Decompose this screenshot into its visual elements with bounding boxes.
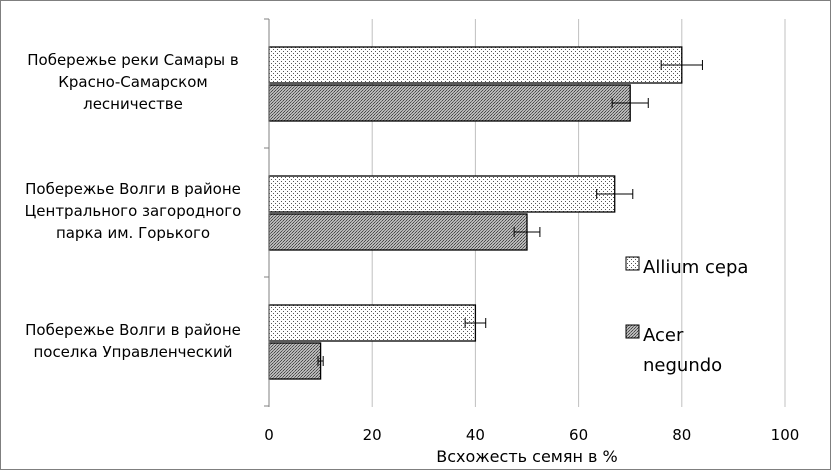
- error-bar-1-2: [596, 189, 634, 199]
- bar-2-2: [268, 213, 528, 251]
- x-tick-label-100: 100: [771, 426, 800, 444]
- x-axis-title: Всхожесть семян в %: [436, 447, 618, 466]
- bar-1-1: [268, 46, 683, 84]
- bar-2-3: [268, 342, 322, 380]
- legend-swatch-1: [625, 256, 640, 271]
- x-tick-label-60: 60: [569, 426, 588, 444]
- x-tick-label-20: 20: [363, 426, 382, 444]
- error-bar-2-3: [317, 356, 324, 366]
- legend-label-1: Allium cepa: [643, 257, 748, 278]
- bar-1-3: [268, 304, 477, 342]
- bar-2-1: [268, 84, 631, 122]
- error-bar-2-2: [513, 227, 541, 237]
- legend-label-2-line-1: Acer: [643, 325, 684, 346]
- x-tick-label-40: 40: [466, 426, 485, 444]
- bar-1-2: [268, 175, 616, 213]
- category-label-1: Побережье реки Самары в Красно-Самарском…: [27, 51, 239, 113]
- category-label-3: Побережье Волги в районе поселка Управле…: [25, 321, 241, 361]
- legend-label-2-line-2: negundo: [643, 355, 722, 376]
- x-tick-label-0: 0: [264, 426, 274, 444]
- x-tick-label-80: 80: [672, 426, 691, 444]
- legend-swatch-2: [625, 324, 640, 339]
- error-bar-1-1: [660, 60, 703, 70]
- category-label-2: Побережье Волги в районе Центрального за…: [24, 180, 242, 242]
- error-bar-1-3: [464, 318, 487, 328]
- error-bar-2-1: [611, 98, 649, 108]
